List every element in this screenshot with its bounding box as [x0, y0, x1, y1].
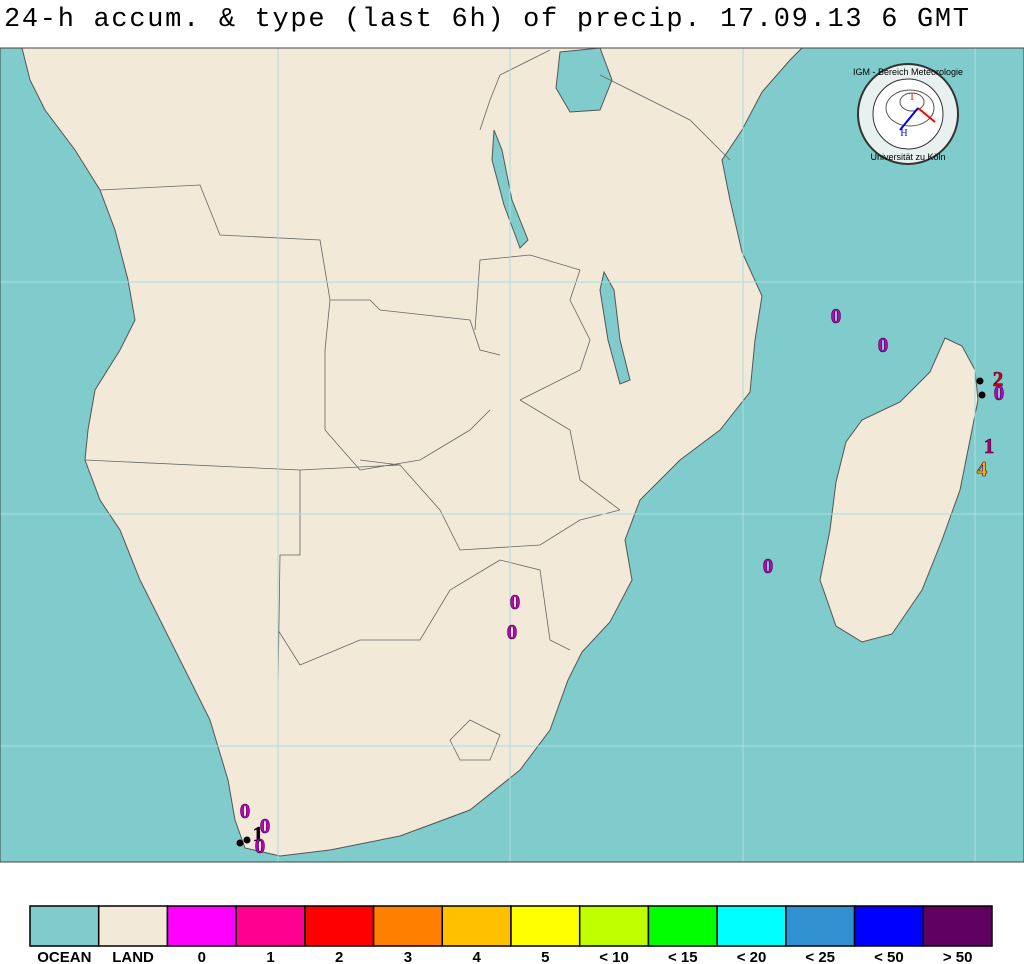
borders — [84, 49, 731, 761]
map: IGM - Bereich Meteorologie Universität z… — [0, 48, 1024, 862]
legend-swatch — [510, 905, 581, 947]
legend-label: 5 — [541, 949, 549, 964]
graticule — [0, 48, 1024, 862]
lake-victoria — [555, 48, 613, 113]
legend-label: 2 — [335, 949, 343, 964]
title: 24-h accum. & type (last 6h) of precip. … — [4, 5, 969, 35]
station-value: 0 — [260, 814, 271, 838]
legend-swatch — [441, 905, 512, 947]
station-value: 2 — [993, 367, 1004, 391]
legend-label: < 15 — [668, 949, 698, 964]
logo-text: Universität zu Köln — [870, 152, 945, 162]
legend-label: 4 — [472, 949, 481, 964]
station-value: 1 — [984, 434, 995, 458]
station-value: 0 — [994, 381, 1005, 405]
logo-high: T — [909, 92, 915, 103]
station-dots — [236, 377, 986, 847]
station-value: 0 — [763, 554, 774, 578]
station-value: 0 — [507, 620, 518, 644]
lake-tanganyika — [491, 129, 529, 249]
legend-swatch — [922, 905, 993, 947]
legend-label: LAND — [112, 949, 154, 964]
legend-swatch — [785, 905, 856, 947]
legend-label: < 20 — [737, 949, 767, 964]
legend-swatch — [372, 905, 444, 947]
station-value: 0 — [240, 799, 251, 823]
legend-label: < 25 — [805, 949, 835, 964]
station-value: 0 — [831, 304, 842, 328]
legend-label: 3 — [404, 949, 412, 964]
legend-swatch — [853, 905, 925, 947]
station-value: 0 — [255, 834, 266, 858]
legend-label: > 50 — [943, 949, 973, 964]
logo-low: H — [900, 128, 907, 139]
lake-malawi — [599, 270, 631, 385]
legend-swatch — [29, 905, 100, 947]
africa — [21, 48, 803, 857]
legend-label: < 10 — [599, 949, 629, 964]
madagascar — [819, 337, 979, 643]
legend-label: 0 — [198, 949, 206, 964]
logo: IGM - Bereich Meteorologie Universität z… — [853, 63, 963, 165]
legend-label: OCEAN — [37, 949, 91, 964]
legend-label: 1 — [266, 949, 274, 964]
legend-label: < 50 — [874, 949, 904, 964]
legend: OCEAN LAND 0 1 2 3 4 5 < 10 < 15 < 20 < 25 < 50 > 50 — [29, 905, 993, 964]
legend-swatch — [578, 905, 650, 947]
station-value: 0 — [510, 590, 521, 614]
station-value: 4 — [977, 457, 988, 481]
legend-swatch — [716, 905, 787, 947]
logo-text: IGM - Bereich Meteorologie — [853, 67, 963, 77]
legend-swatch — [166, 905, 237, 947]
legend-swatch — [304, 905, 375, 947]
station-value: 0 — [878, 333, 889, 357]
station-value: 1 — [253, 822, 264, 846]
legend-swatch — [97, 905, 169, 947]
map-frame — [0, 47, 1024, 863]
legend-swatch — [647, 905, 718, 947]
legend-swatch — [235, 905, 306, 947]
